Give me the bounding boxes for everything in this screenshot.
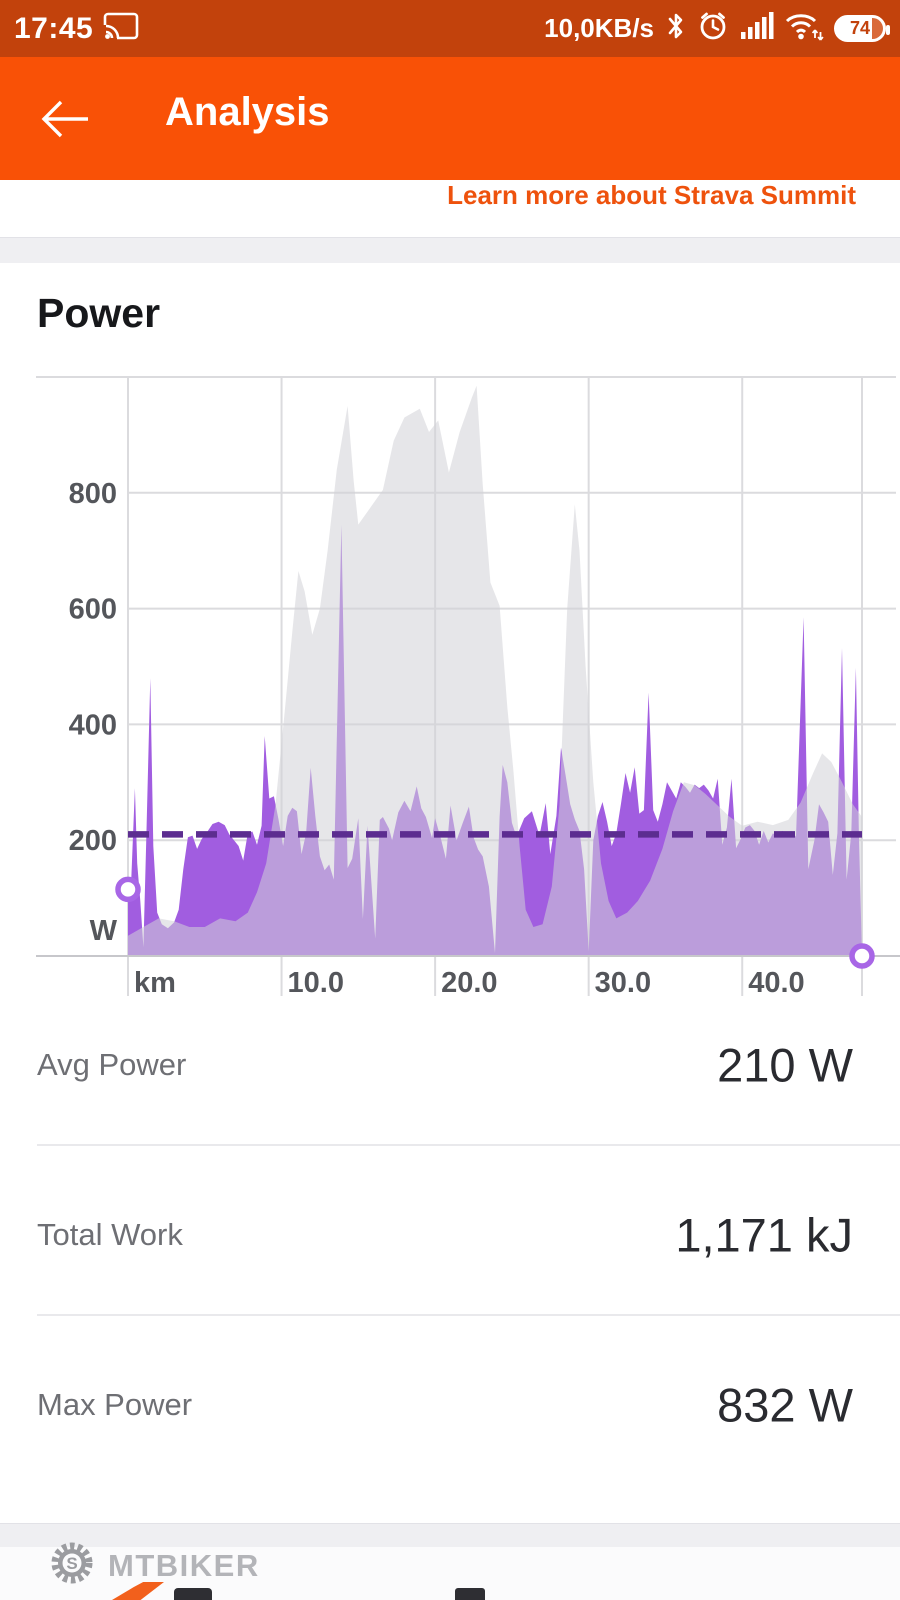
stat-label: Avg Power — [37, 1047, 187, 1082]
svg-text:20.0: 20.0 — [441, 967, 497, 999]
chart-title: Power — [37, 290, 161, 336]
stat-label: Total Work — [37, 1217, 183, 1252]
summit-link-row: Learn more about Strava Summit — [0, 180, 900, 237]
svg-text:40.0: 40.0 — [748, 967, 804, 999]
signal-icon — [740, 11, 774, 46]
svg-text:800: 800 — [69, 478, 117, 510]
power-card: Power W 200 400 600 800 km 10.0 20.0 30.0 40.0 Av… — [0, 263, 900, 1523]
svg-text:600: 600 — [69, 594, 117, 626]
cast-icon — [103, 11, 139, 46]
clock: 17:45 — [14, 11, 94, 45]
section-divider-band — [0, 237, 900, 263]
gear-icon: S — [48, 1539, 96, 1592]
stat-value: 1,171 kJ — [675, 1208, 853, 1262]
app-bar: Analysis — [0, 57, 900, 180]
page-title: Analysis — [165, 90, 330, 134]
mtbiker-logo: S MTBIKER — [48, 1539, 260, 1592]
power-chart[interactable]: W 200 400 600 800 km 10.0 20.0 30.0 40.0 — [0, 340, 900, 1000]
battery-icon: 74 — [834, 15, 890, 42]
svg-text:W: W — [90, 915, 118, 947]
svg-text:10.0: 10.0 — [288, 967, 344, 999]
partner-logo-letter-stub — [174, 1588, 212, 1600]
alarm-icon — [696, 10, 730, 47]
svg-text:km: km — [134, 967, 176, 999]
stat-label: Max Power — [37, 1387, 193, 1422]
stat-row-max-power: Max Power 832 W — [0, 1375, 900, 1435]
svg-text:S: S — [66, 1554, 77, 1573]
partner-logo-letter-stub — [455, 1588, 485, 1600]
mtbiker-wordmark: MTBIKER — [108, 1547, 260, 1583]
stat-row-avg-power: Avg Power 210 W — [0, 1035, 900, 1095]
wifi-icon — [784, 10, 824, 47]
stat-value: 832 W — [717, 1378, 853, 1432]
battery-percent: 74 — [849, 18, 871, 38]
network-speed: 10,0KB/s — [544, 13, 654, 43]
back-button[interactable] — [34, 97, 96, 141]
svg-text:200: 200 — [69, 825, 117, 857]
summit-learn-more-link[interactable]: Learn more about Strava Summit — [447, 180, 856, 210]
svg-text:30.0: 30.0 — [595, 967, 651, 999]
bluetooth-icon — [666, 11, 686, 46]
svg-text:400: 400 — [69, 709, 117, 741]
divider — [37, 1144, 900, 1146]
footer-divider-band — [0, 1523, 900, 1547]
footer: S MTBIKER — [0, 1542, 900, 1600]
divider — [37, 1314, 900, 1316]
status-bar: 17:45 10,0KB/s — [0, 0, 900, 57]
stat-value: 210 W — [717, 1038, 853, 1092]
stat-row-total-work: Total Work 1,171 kJ — [0, 1205, 900, 1265]
